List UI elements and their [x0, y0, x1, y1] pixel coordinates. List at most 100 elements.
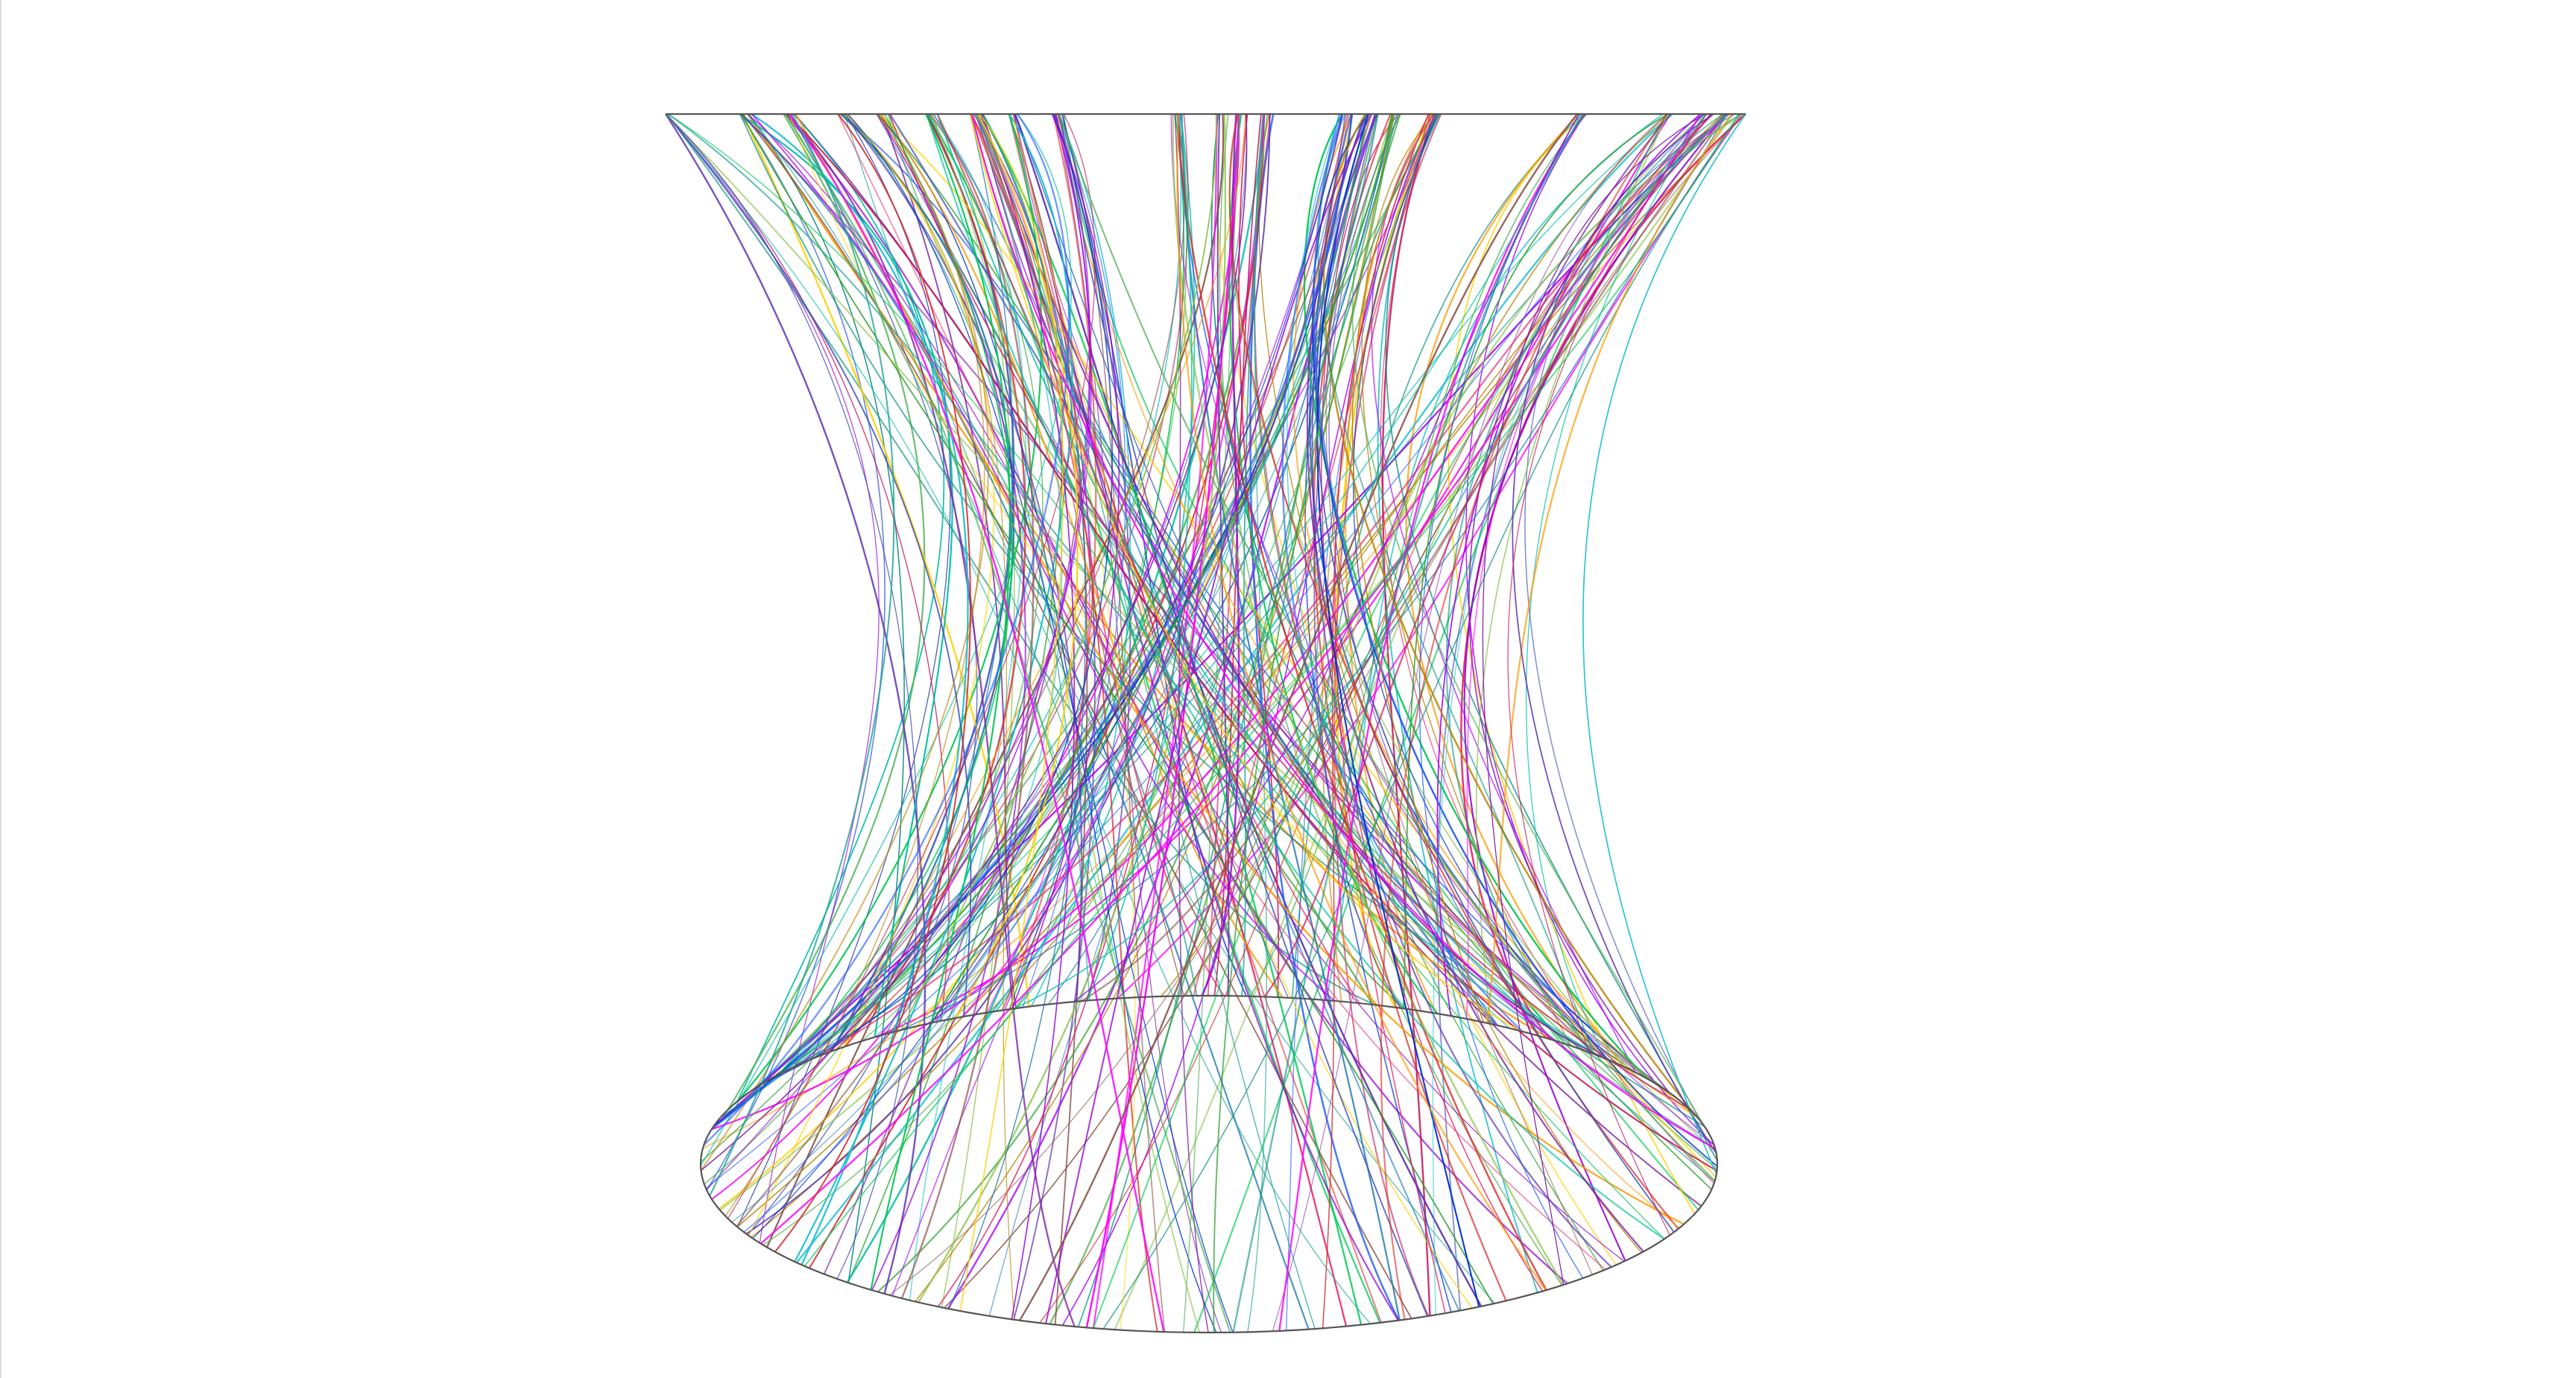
string-strand [1249, 113, 1588, 997]
string-strand [1303, 113, 1649, 1080]
string-strand [1316, 113, 1480, 1307]
string-strand [1058, 113, 1716, 1182]
string-strand [1468, 113, 1671, 1093]
string-strand [874, 113, 1062, 1038]
string-strand [1247, 113, 1267, 1333]
string-strand [706, 113, 886, 1191]
string-strand [665, 113, 972, 1017]
string-strand [1030, 113, 1131, 1007]
string-strand [1486, 113, 1733, 1023]
string-strand [1311, 113, 1612, 1268]
string-strand [760, 113, 1702, 1245]
string-strand [1316, 113, 1675, 1233]
string-strand [934, 113, 1346, 1023]
string-strand [747, 113, 1371, 1324]
string-strand [724, 113, 985, 1217]
string-strand [959, 113, 1064, 1312]
string-strand [709, 113, 895, 1197]
string-strand [1361, 113, 1572, 1046]
string-strand [700, 113, 1072, 1167]
string-strand [1313, 113, 1609, 1061]
string-strand [970, 113, 1225, 996]
string-strand [752, 113, 1342, 1239]
string-strand [1170, 113, 1715, 1146]
string-strand [741, 113, 1494, 1304]
string-strand [808, 113, 1265, 1269]
string-strand [969, 113, 1522, 1032]
string-strand [981, 113, 1076, 1320]
string-strand [1432, 113, 1729, 1315]
string-strand [1445, 113, 1741, 1055]
string-strand [877, 113, 1217, 1333]
string-strand [1371, 113, 1637, 1073]
string-strand [668, 113, 1665, 1239]
string-strand [1351, 113, 1485, 1023]
string-strand [1385, 113, 1718, 1161]
string-strand [894, 113, 1014, 1032]
string-strand [955, 113, 1079, 1019]
string-strand [1092, 113, 1727, 1329]
string-strand [1085, 113, 1240, 1328]
string-strand [1232, 113, 1585, 1333]
string-strand [1313, 113, 1401, 1009]
string-strand [774, 113, 971, 1253]
string-strand [1325, 113, 1593, 1275]
string-strand [1001, 113, 1097, 1011]
string-strand [1278, 113, 1585, 1331]
string-strand [970, 113, 1680, 1229]
string-strand [1176, 113, 1547, 1291]
string-strand [665, 113, 918, 1280]
string-strand [743, 113, 1368, 1233]
string-strand [1058, 113, 1428, 1317]
string-strand [982, 113, 1363, 1325]
string-strand [900, 113, 1217, 1031]
string-strand [1507, 113, 1708, 1236]
string-strand [861, 113, 1187, 1042]
string-strand [789, 113, 1165, 1333]
string-strand [1526, 113, 1707, 1060]
bottom-rim-ellipse [699, 994, 1719, 1334]
string-strand [705, 113, 1705, 1189]
string-strand [877, 113, 1395, 1293]
string-strand [1056, 113, 1698, 1118]
string-strand [1008, 113, 1382, 1323]
string-strand [1160, 113, 1669, 997]
string-strands-group [664, 113, 1746, 1333]
string-strand [665, 113, 1670, 1093]
string-strand [700, 113, 989, 1172]
string-strand [937, 113, 1015, 1308]
string-strand [747, 113, 1625, 1262]
string-strand [1304, 113, 1452, 1312]
string-strand [1463, 113, 1727, 1262]
string-strand [823, 113, 1091, 1275]
string-strand [936, 113, 1360, 1004]
string-strand [700, 113, 1248, 1172]
window-left-border [0, 0, 1, 1378]
string-strand [888, 113, 1746, 1296]
string-strand [804, 113, 1740, 1267]
string-strand [1086, 113, 1193, 1001]
string-strand [839, 113, 1662, 1088]
string-strand [1193, 113, 1431, 996]
string-strand [1045, 113, 1373, 1324]
string-strand [1013, 113, 1707, 1010]
string-strand [781, 113, 1582, 1074]
string-strand [751, 113, 969, 1265]
string-strand [763, 113, 1440, 1246]
string-strand [944, 113, 1726, 1309]
string-strand [876, 113, 1716, 1149]
string-strand [1351, 113, 1705, 1126]
string-strand [751, 113, 1336, 1002]
string-strand [1380, 113, 1668, 1320]
string-strand [970, 113, 1716, 1150]
string-strand [746, 113, 1553, 1041]
string-strand [870, 113, 1011, 1290]
string-strand [1213, 113, 1262, 996]
string-strand [1018, 113, 1578, 1321]
string-strand [736, 113, 951, 1227]
string-strand [1482, 113, 1705, 1286]
string-strand [878, 113, 1717, 1178]
string-strand [800, 113, 1090, 1064]
string-strand [1272, 113, 1667, 1332]
